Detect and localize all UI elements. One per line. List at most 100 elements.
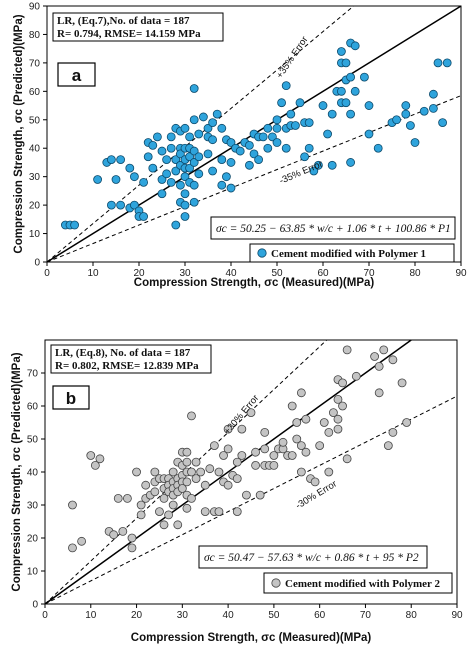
data-point (359, 72, 369, 82)
x-tick-label: 60 (314, 610, 326, 621)
data-point (203, 149, 213, 159)
data-point (175, 180, 185, 190)
data-point (292, 434, 302, 444)
data-point (127, 533, 137, 543)
data-point (212, 109, 222, 119)
data-point (180, 172, 190, 182)
data-point (333, 414, 343, 424)
data-point (68, 543, 77, 553)
x-tick-label: 60 (317, 268, 329, 279)
data-point (152, 132, 162, 142)
data-point (263, 123, 273, 133)
data-point (209, 441, 219, 451)
data-point (251, 447, 260, 457)
data-point (281, 81, 291, 91)
y-tick-label: 40 (27, 468, 39, 479)
data-point (296, 388, 306, 398)
panel-b: 0 10 20 30 40 50 60 70 80 90 0 10 20 30 40 50 60 70 LR, (… (11, 339, 463, 644)
data-point (189, 180, 199, 190)
data-point (254, 155, 264, 165)
data-point (251, 460, 260, 470)
data-point (226, 158, 236, 167)
data-point (405, 121, 415, 130)
data-point (223, 444, 233, 454)
legend-b: Cement modified with Polymer 2 (263, 572, 453, 594)
data-point (200, 507, 210, 517)
reference-lines-b (44, 339, 458, 605)
data-point (187, 493, 196, 503)
points-a (61, 38, 452, 230)
data-point (301, 447, 311, 457)
data-point (182, 447, 192, 457)
data-point (410, 138, 420, 147)
data-point (68, 500, 77, 510)
data-point (419, 106, 429, 116)
data-point (219, 451, 228, 460)
data-point (166, 132, 176, 142)
stats-line-b-1: LR, (Eq.8), No. of data = 187 (55, 347, 191, 359)
data-point (168, 500, 178, 510)
x-tick-label: 30 (177, 610, 189, 621)
data-point (287, 401, 297, 411)
data-point (232, 457, 242, 467)
data-point (336, 86, 346, 96)
data-point (327, 109, 337, 119)
data-point (166, 177, 176, 187)
stats-line-a-1: LR, (Eq.7),No. of data = 187 (57, 15, 190, 27)
data-point (397, 378, 407, 388)
stats-line-b-2: R= 0.802, RMSE= 12.839 MPa (55, 360, 199, 372)
data-point (260, 427, 270, 437)
data-point (157, 146, 167, 156)
data-point (208, 135, 218, 145)
stats-box-b: LR, (Eq.8), No. of data = 187 R= 0.802, … (50, 344, 212, 374)
data-point (442, 58, 452, 68)
data-point (351, 371, 361, 381)
data-point (173, 520, 183, 530)
data-point (221, 172, 231, 182)
y-axis-label-b: Compression Strength, σc (Predicted)(MPa… (11, 352, 23, 591)
data-point (129, 172, 139, 182)
y-tick-label: 50 (29, 115, 41, 126)
data-point (255, 490, 265, 500)
y-tick-label: 0 (34, 258, 40, 269)
equation-box-b: σc = 50.47 − 57.63 * w/c + 0.86 * t + 95… (198, 545, 428, 569)
data-point (338, 378, 347, 388)
data-point (208, 166, 218, 176)
data-point (162, 155, 172, 165)
y-tick-label: 20 (27, 534, 39, 545)
y-tick-label: 60 (27, 402, 39, 413)
data-point (428, 104, 438, 113)
data-point (175, 149, 185, 159)
data-point (296, 467, 306, 477)
data-point (132, 467, 141, 477)
data-point (350, 86, 360, 96)
data-point (136, 510, 146, 520)
data-point (189, 146, 199, 156)
data-point (180, 123, 190, 133)
data-point (258, 132, 268, 142)
x-tick-label: 10 (87, 268, 99, 279)
data-point (281, 143, 291, 153)
data-point (180, 200, 190, 210)
y-tick-label: 10 (27, 567, 39, 578)
data-point (388, 427, 398, 437)
ticks-b: 0 10 20 30 40 50 60 70 80 90 0 10 20 30 40 50 60 70 (27, 369, 463, 622)
data-point (217, 180, 227, 190)
data-point (194, 129, 204, 139)
data-point (342, 345, 352, 355)
stats-box-a: LR, (Eq.7),No. of data = 187 R= 0.794, R… (52, 12, 224, 42)
data-point (148, 140, 158, 150)
data-point (242, 490, 251, 500)
legend-label-a: Cement modified with Polymer 1 (271, 248, 426, 260)
data-point (187, 467, 196, 477)
data-point (324, 427, 334, 437)
equation-box-a: σc = 50.25 − 63.85 * w/c + 1.06 * t + 10… (210, 216, 456, 240)
data-point (269, 451, 279, 460)
data-point (223, 424, 233, 434)
data-point (310, 477, 320, 487)
data-point (338, 401, 347, 411)
data-point (90, 460, 100, 470)
data-point (107, 155, 116, 165)
data-point (191, 457, 201, 467)
data-point (164, 510, 174, 520)
